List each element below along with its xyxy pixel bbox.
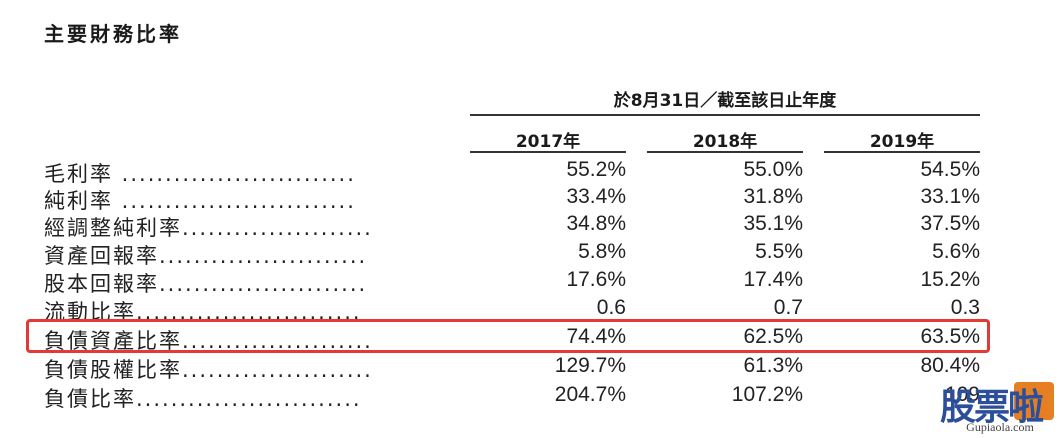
value-2018: 61.3%	[743, 354, 803, 377]
value-2019: 15.2%	[920, 268, 980, 291]
value-2018: 107.2%	[731, 383, 803, 406]
value-2019: 63.5%	[920, 325, 980, 348]
value-2017: 55.2%	[566, 158, 626, 181]
value-2018: 17.4%	[743, 268, 803, 291]
value-2019: 0.3	[950, 296, 980, 319]
table-row: 經調整純利率...................... 34.8% 35.1%…	[0, 210, 1062, 240]
value-2018: 0.7	[773, 296, 803, 319]
value-2017: 33.4%	[566, 185, 626, 208]
row-label: 資產回報率........................	[44, 244, 368, 268]
watermark-logo: 股票啦 Gupiaola.com	[940, 378, 1060, 438]
value-2017: 74.4%	[566, 325, 626, 348]
row-label: 純利率 ...........................	[44, 189, 356, 213]
value-2019: 109	[944, 383, 980, 406]
value-2019: 5.6%	[932, 240, 980, 263]
period-header: 於8月31日／截至該日止年度	[613, 91, 837, 111]
value-2018: 35.1%	[743, 212, 803, 235]
table-row: 負債股權比率...................... 129.7% 61.3…	[0, 352, 1062, 382]
value-2019: 80.4%	[920, 354, 980, 377]
value-2017: 5.8%	[578, 240, 626, 263]
table-row: 負債比率.......................... 204.7% 10…	[0, 381, 1062, 411]
year-header-2019: 2019年	[869, 132, 935, 152]
value-2018: 62.5%	[743, 325, 803, 348]
value-2019: 37.5%	[920, 212, 980, 235]
table-row: 毛利率 ........................... 55.2% 55…	[0, 156, 1062, 186]
table-row: 流動比率.......................... 0.6 0.7 0…	[0, 294, 1062, 324]
value-2017: 0.6	[596, 296, 626, 319]
watermark-text: 股票啦	[940, 387, 1044, 428]
row-label: 經調整純利率......................	[44, 216, 373, 240]
row-label: 毛利率 ...........................	[44, 162, 356, 186]
value-2019: 33.1%	[920, 185, 980, 208]
table-row: 股本回報率........................ 17.6% 17.4…	[0, 266, 1062, 296]
year-rule	[647, 151, 803, 153]
table-row: 資產回報率........................ 5.8% 5.5% …	[0, 238, 1062, 268]
value-2019: 54.5%	[920, 158, 980, 181]
row-label: 股本回報率........................	[44, 272, 368, 296]
period-rule	[470, 114, 980, 116]
value-2017: 129.7%	[554, 354, 626, 377]
watermark-badge	[1014, 382, 1054, 420]
value-2018: 31.8%	[743, 185, 803, 208]
value-2018: 5.5%	[755, 240, 803, 263]
value-2018: 55.0%	[743, 158, 803, 181]
value-2017: 204.7%	[554, 383, 626, 406]
row-label: 負債股權比率......................	[44, 358, 373, 382]
highlight-box	[26, 319, 990, 353]
table-row: 純利率 ........................... 33.4% 31…	[0, 183, 1062, 213]
value-2017: 17.6%	[566, 268, 626, 291]
row-label: 負債資產比率......................	[44, 329, 373, 353]
section-title: 主要財務比率	[44, 22, 182, 46]
year-rule	[470, 151, 626, 153]
watermark-url: Gupiaola.com	[966, 420, 1034, 434]
row-label: 負債比率..........................	[44, 387, 362, 411]
table-row-highlighted: 負債資產比率...................... 74.4% 62.5%…	[0, 323, 1062, 353]
year-header-2018: 2018年	[692, 132, 758, 152]
year-header-2017: 2017年	[515, 132, 581, 152]
year-rule	[824, 151, 980, 153]
value-2017: 34.8%	[566, 212, 626, 235]
